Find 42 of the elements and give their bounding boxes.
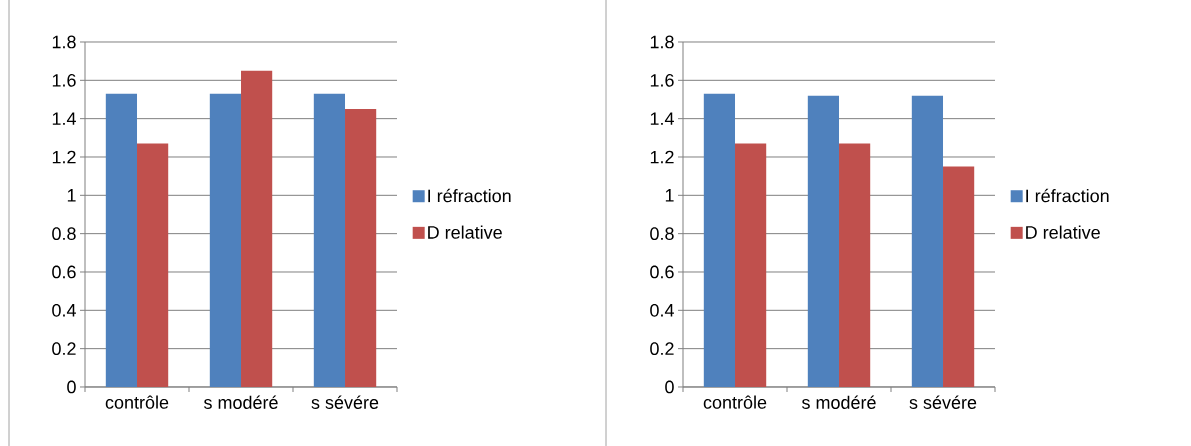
bar [105,93,138,387]
bar [807,95,840,387]
y-tick-label: 1.4 [650,112,674,125]
y-tick-label: 0.4 [650,303,674,317]
x-tick-label: s modéré [802,395,876,409]
legend-label: I réfraction [428,188,511,203]
y-tick-label: 0.8 [52,227,76,241]
y-tick-label: 1.6 [52,73,76,87]
y-tick-label: 1.8 [650,35,674,49]
y-tick-label: 0.2 [650,342,674,356]
y-tick-label: 0.4 [52,303,76,317]
x-tick-label: s sévére [909,395,977,409]
x-tick-label: s modéré [204,395,278,409]
bar [209,93,242,387]
bar [313,93,346,387]
y-tick-label: 0 [67,380,76,394]
y-tick-label: 0.2 [52,342,76,356]
y-tick-label: 1 [665,189,674,202]
legend-label: I réfraction [1026,188,1109,203]
y-tick-label: 1.2 [650,150,674,164]
bar [703,93,736,387]
x-tick-label: contrôle [703,395,767,409]
y-tick-label: 0.6 [650,265,674,279]
bar [137,143,169,387]
bar [911,95,944,387]
legend-label: D relative [1026,225,1100,239]
y-tick-label: 0.8 [650,227,674,241]
bar [345,109,377,387]
y-tick-label: 1.8 [52,35,76,49]
bar [735,143,767,387]
x-tick-label: s sévére [311,395,379,409]
bar [241,70,273,387]
bar [943,166,975,387]
y-tick-label: 1.2 [52,150,76,164]
x-tick-label: contrôle [105,395,169,409]
y-tick-label: 0.6 [52,265,76,279]
y-tick-label: 1.4 [52,112,76,125]
bar [839,143,871,387]
legend-label: D relative [428,225,502,239]
y-tick-label: 1 [67,189,76,202]
y-tick-label: 1.6 [650,73,674,87]
y-tick-label: 0 [665,380,674,394]
